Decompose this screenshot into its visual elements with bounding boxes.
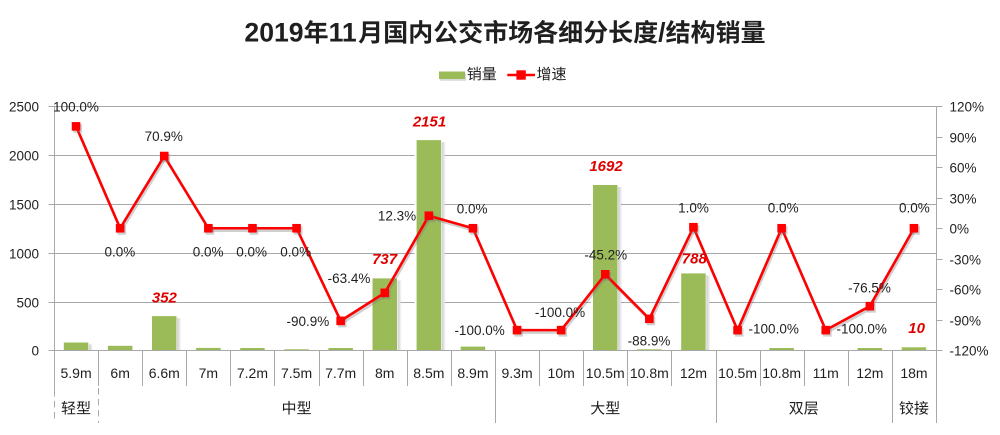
svg-text:8m: 8m — [375, 365, 394, 381]
svg-text:-63.4%: -63.4% — [328, 271, 371, 286]
svg-text:-100.0%: -100.0% — [454, 323, 504, 338]
svg-text:8.9m: 8.9m — [457, 365, 488, 381]
svg-text:2500: 2500 — [9, 99, 39, 114]
svg-text:-30%: -30% — [950, 252, 982, 267]
svg-text:-90%: -90% — [950, 313, 982, 328]
svg-text:30%: 30% — [950, 191, 977, 206]
svg-text:10: 10 — [908, 320, 925, 337]
svg-text:12.3%: 12.3% — [378, 209, 416, 224]
svg-text:-90.9%: -90.9% — [287, 314, 330, 329]
svg-text:1500: 1500 — [9, 197, 39, 212]
svg-text:1692: 1692 — [589, 158, 623, 175]
svg-text:12m: 12m — [856, 365, 883, 381]
svg-text:11m: 11m — [813, 365, 839, 381]
svg-text:0%: 0% — [950, 221, 970, 236]
svg-text:0.0%: 0.0% — [768, 200, 799, 215]
svg-text:500: 500 — [16, 295, 39, 310]
svg-text:0.0%: 0.0% — [899, 200, 930, 215]
svg-text:/: / — [658, 17, 666, 47]
svg-text:10.8m: 10.8m — [762, 365, 801, 381]
svg-text:-100.0%: -100.0% — [749, 322, 799, 337]
svg-text:9.3m: 9.3m — [501, 365, 532, 381]
svg-text:7.2m: 7.2m — [237, 365, 268, 381]
svg-text:10.8m: 10.8m — [630, 365, 669, 381]
svg-text:-76.5%: -76.5% — [848, 281, 891, 296]
svg-text:-100.0%: -100.0% — [535, 305, 585, 320]
svg-text:-45.2%: -45.2% — [584, 247, 627, 262]
svg-text:5.9m: 5.9m — [60, 365, 91, 381]
svg-text:352: 352 — [152, 289, 178, 306]
svg-text:12m: 12m — [680, 365, 707, 381]
svg-text:7m: 7m — [199, 365, 218, 381]
svg-text:2019: 2019 — [244, 17, 303, 47]
svg-text:1.0%: 1.0% — [678, 200, 709, 215]
svg-text:-100.0%: -100.0% — [837, 322, 887, 337]
svg-text:0: 0 — [31, 343, 39, 358]
svg-text:70.9%: 70.9% — [145, 129, 183, 144]
svg-text:0.0%: 0.0% — [280, 244, 311, 259]
svg-text:0.0%: 0.0% — [105, 244, 136, 259]
svg-text:100.0%: 100.0% — [53, 99, 99, 114]
svg-text:0.0%: 0.0% — [236, 244, 267, 259]
svg-text:6m: 6m — [110, 365, 129, 381]
svg-text:18m: 18m — [900, 365, 927, 381]
svg-text:90%: 90% — [950, 130, 977, 145]
svg-text:2000: 2000 — [9, 148, 39, 163]
svg-text:-60%: -60% — [950, 282, 982, 297]
svg-text:0.0%: 0.0% — [457, 201, 488, 216]
svg-text:0.0%: 0.0% — [193, 244, 224, 259]
svg-text:1000: 1000 — [9, 246, 39, 261]
svg-text:788: 788 — [682, 250, 708, 267]
svg-text:60%: 60% — [950, 160, 977, 175]
svg-text:6.6m: 6.6m — [149, 365, 180, 381]
svg-text:8.5m: 8.5m — [413, 365, 444, 381]
svg-text:120%: 120% — [950, 99, 985, 114]
svg-text:10.5m: 10.5m — [586, 365, 625, 381]
svg-text:737: 737 — [372, 251, 398, 268]
svg-text:7.7m: 7.7m — [325, 365, 356, 381]
svg-text:10m: 10m — [548, 365, 575, 381]
svg-text:10.5m: 10.5m — [718, 365, 757, 381]
svg-text:-88.9%: -88.9% — [628, 333, 671, 348]
svg-text:-120%: -120% — [950, 343, 989, 358]
svg-text:11: 11 — [329, 17, 357, 47]
svg-text:2151: 2151 — [412, 113, 446, 130]
svg-text:7.5m: 7.5m — [281, 365, 312, 381]
